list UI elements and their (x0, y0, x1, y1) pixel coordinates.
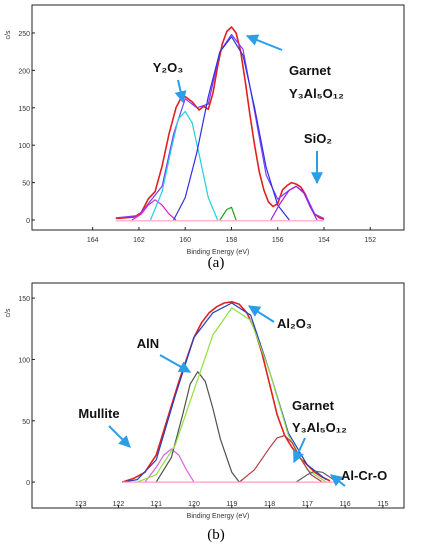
y-tick-label: 150 (18, 106, 30, 113)
annotation-arrow (159, 354, 192, 373)
x-tick-label: 116 (340, 501, 351, 508)
series-line (144, 448, 195, 483)
plot-frame (31, 282, 405, 509)
panel-b-caption: (b) (207, 527, 225, 543)
panel-a-caption: (a) (207, 255, 225, 271)
x-tick-label: 115 (377, 501, 388, 508)
annotation-label: Mullite (78, 406, 119, 421)
series-line (173, 36, 290, 221)
annotation-label: Al₂O₃ (277, 316, 312, 331)
annotation-arrow (108, 425, 131, 448)
x-tick-label: 158 (226, 237, 238, 244)
x-tick-label: 152 (364, 237, 376, 244)
x-axis-label: Binding Energy (eV) (187, 513, 250, 520)
annotation-label: AlN (137, 336, 159, 351)
x-tick-label: 162 (133, 237, 145, 244)
annotation-arrow (245, 34, 283, 51)
panel-b-chart: 0 50 100 150 123 122 121 120 119 118 117 116 115 Bind… (5, 282, 405, 520)
annotation-arrow (293, 437, 306, 464)
annotation-arrow (247, 305, 275, 323)
y-axis-label: c/s (5, 30, 12, 39)
x-axis-label: Binding Energy (eV) (187, 249, 250, 256)
series-line (270, 185, 318, 221)
y-tick-label: 100 (18, 143, 30, 150)
series-line (238, 434, 323, 483)
x-tick-label: 117 (302, 501, 313, 508)
series-line (131, 199, 177, 221)
annotation-label: Garnet (292, 398, 335, 413)
series-line (219, 206, 237, 221)
annotation-arrow (174, 79, 187, 104)
y-axis-label: c/s (5, 308, 12, 317)
y-tick-label: 150 (18, 296, 30, 303)
y-tick-label: 0 (26, 480, 30, 487)
series-line (122, 302, 327, 483)
x-tick-label: 123 (75, 501, 87, 508)
series-line (115, 26, 325, 221)
x-tick-label: 164 (87, 237, 99, 244)
annotation-label-line2: Y₃Al₅O₁₂ (292, 420, 347, 435)
y-tick-label: 250 (18, 31, 30, 38)
x-tick-label: 118 (264, 501, 275, 508)
x-tick-label: 120 (188, 501, 200, 508)
y-tick-label: 50 (22, 419, 30, 426)
series-line (155, 371, 240, 483)
annotation-label: Garnet (289, 63, 332, 78)
annotation-arrow (330, 474, 346, 487)
plot-frame (31, 4, 405, 231)
annotation-label: SiO₂ (304, 131, 332, 146)
x-tick-label: 160 (179, 237, 191, 244)
annotation-label: Al-Cr-O (341, 468, 387, 483)
x-tick-label: 121 (150, 501, 162, 508)
y-tick-label: 50 (22, 181, 30, 188)
y-tick-label: 0 (26, 218, 30, 225)
y-tick-label: 200 (18, 68, 30, 75)
annotation-label: Y₂O₃ (153, 60, 184, 75)
annotation-label-line2: Y₃Al₅O₁₂ (289, 86, 344, 101)
series-line (149, 110, 219, 221)
x-tick-label: 154 (318, 237, 330, 244)
x-tick-label: 156 (272, 237, 284, 244)
x-tick-label: 119 (226, 501, 237, 508)
y-tick-label: 100 (18, 357, 30, 364)
x-tick-label: 122 (113, 501, 125, 508)
panel-a-chart: 0 50 100 150 200 250 164 162 160 158 156 154 152 Bind… (5, 4, 405, 256)
